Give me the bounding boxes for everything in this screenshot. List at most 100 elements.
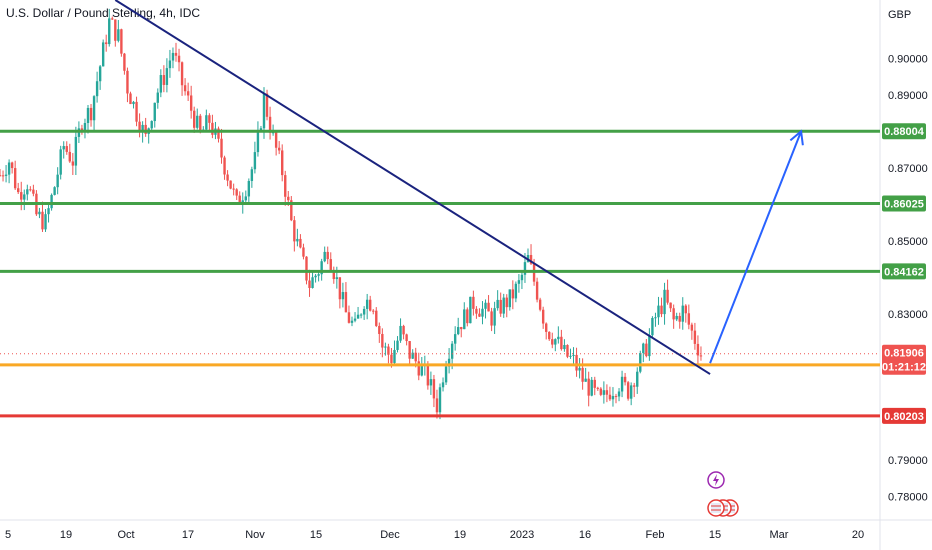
candle-body [511,289,515,299]
candle-body [657,305,660,318]
candle-body [496,299,499,309]
candle-body [469,296,472,324]
candle-body [0,175,2,177]
candle-body [359,314,363,316]
candle-body [353,318,357,321]
candle-body [95,81,99,97]
candle-body [144,124,147,134]
candle-body [220,138,223,158]
y-tick-label: 0.85000 [888,236,928,248]
candle-body [320,261,323,275]
candle-body [347,312,351,323]
candle-body [196,115,199,128]
event-icons [707,471,739,517]
candle-body [59,149,62,175]
candle-body [399,325,402,341]
y-tick-label: 0.87000 [888,163,928,175]
candle-body [199,115,202,132]
x-tick-label: Feb [646,529,665,541]
candle-body [426,364,430,386]
candle-body [396,340,399,350]
candle-body [259,128,263,131]
resistance-level-badge [882,263,926,280]
candle-body [271,132,275,134]
candle-body [687,313,691,325]
candle-body [162,75,166,85]
candle-body [29,189,32,191]
candle-body [308,280,311,288]
candle-body [472,296,475,309]
candle-body [639,353,642,372]
candle-body [551,339,554,345]
candle-body [171,52,175,61]
candle-body [247,180,251,197]
candle-body [256,130,260,153]
candle-body [314,275,317,278]
candle-body [602,390,606,395]
candle-body [1,175,5,177]
candle-body [56,174,59,188]
candle-body [89,107,93,121]
resistance-level-badge [882,123,926,140]
resistance-level-label: 0.84162 [884,266,924,278]
candle-body [235,189,238,196]
resistance-level-label: 0.88004 [884,126,925,138]
candle-body [32,189,35,194]
candle-body [250,169,254,181]
x-tick-label: 16 [579,529,591,541]
candle-body [356,314,360,319]
last-price-badge [882,344,926,375]
candle-body [381,333,384,348]
candle-body [614,396,618,398]
candle-body [453,334,457,344]
candle-body [414,352,417,362]
candle-body [529,255,533,264]
candle-body [663,289,666,315]
candle-body [92,96,96,121]
candle-body [502,297,505,314]
candle-body [493,308,496,326]
candle-body [17,188,20,193]
candle-body [432,379,436,399]
candle-body [265,93,269,117]
projection-arrow [709,131,803,364]
candle-body [98,66,102,82]
candle-body [535,281,539,300]
candle-body [138,121,141,133]
candle-body [135,101,138,122]
candle-body [205,115,208,130]
candle-body [274,132,278,148]
candle-body [441,382,445,388]
candle-body [326,251,329,260]
candle-body [563,344,566,350]
candle-body [672,308,675,320]
projection-arrow-head [789,129,804,146]
candle-body [65,146,68,152]
candle-body [23,194,26,200]
candle-body [372,310,375,312]
candle-body [605,390,609,395]
candle-body [362,308,366,315]
candle-body [438,387,442,413]
candle-body [417,361,420,376]
candle-body [111,18,114,20]
candle-body [642,343,645,354]
last-price-label: 0.81906 [884,348,924,360]
candle-body [329,259,332,270]
candle-body [186,91,190,96]
candle-body [189,95,193,111]
candle-body [114,19,117,41]
candle-body [478,313,481,317]
candle-body [183,85,187,92]
candle-body [335,277,339,280]
candle-body [578,367,581,371]
candle-body [150,121,153,129]
candle-body [293,220,296,242]
candle-body [466,309,469,324]
candle-body [411,352,414,359]
candle-body [523,262,527,275]
candle-body [123,53,126,71]
candle-body [484,302,487,309]
candle-body [481,308,484,317]
